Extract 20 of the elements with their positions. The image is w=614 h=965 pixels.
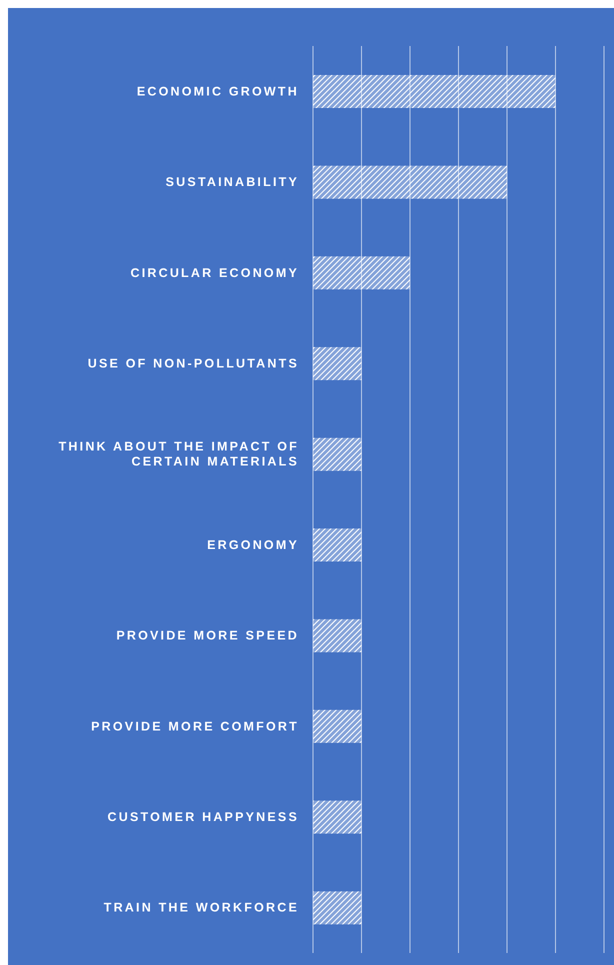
y-tick-label: ERGONOMY bbox=[207, 538, 299, 552]
y-tick-label: SUSTAINABILITY bbox=[166, 175, 299, 190]
y-tick-label: CIRCULAR ECONOMY bbox=[130, 266, 299, 280]
y-tick-label: PROVIDE MORE COMFORT bbox=[91, 719, 299, 734]
bar bbox=[313, 891, 362, 924]
bar bbox=[313, 347, 362, 380]
bar bbox=[313, 166, 507, 199]
bar bbox=[313, 256, 410, 290]
y-tick-label: ECONOMIC GROWTH bbox=[136, 84, 299, 98]
bar bbox=[313, 75, 556, 108]
y-tick-label: CUSTOMER HAPPYNESS bbox=[108, 810, 299, 824]
bar bbox=[313, 800, 362, 834]
y-tick-label: PROVIDE MORE SPEED bbox=[116, 628, 299, 643]
bar bbox=[313, 528, 362, 562]
bar bbox=[313, 438, 362, 471]
bar bbox=[313, 619, 362, 652]
y-tick-label: USE OF NON-POLLUTANTS bbox=[88, 356, 299, 370]
y-tick-label: TRAIN THE WORKFORCE bbox=[104, 900, 299, 915]
y-tick-label: THINK ABOUT THE IMPACT OF CERTAIN MATERIALS bbox=[58, 440, 299, 469]
bar bbox=[313, 710, 362, 743]
